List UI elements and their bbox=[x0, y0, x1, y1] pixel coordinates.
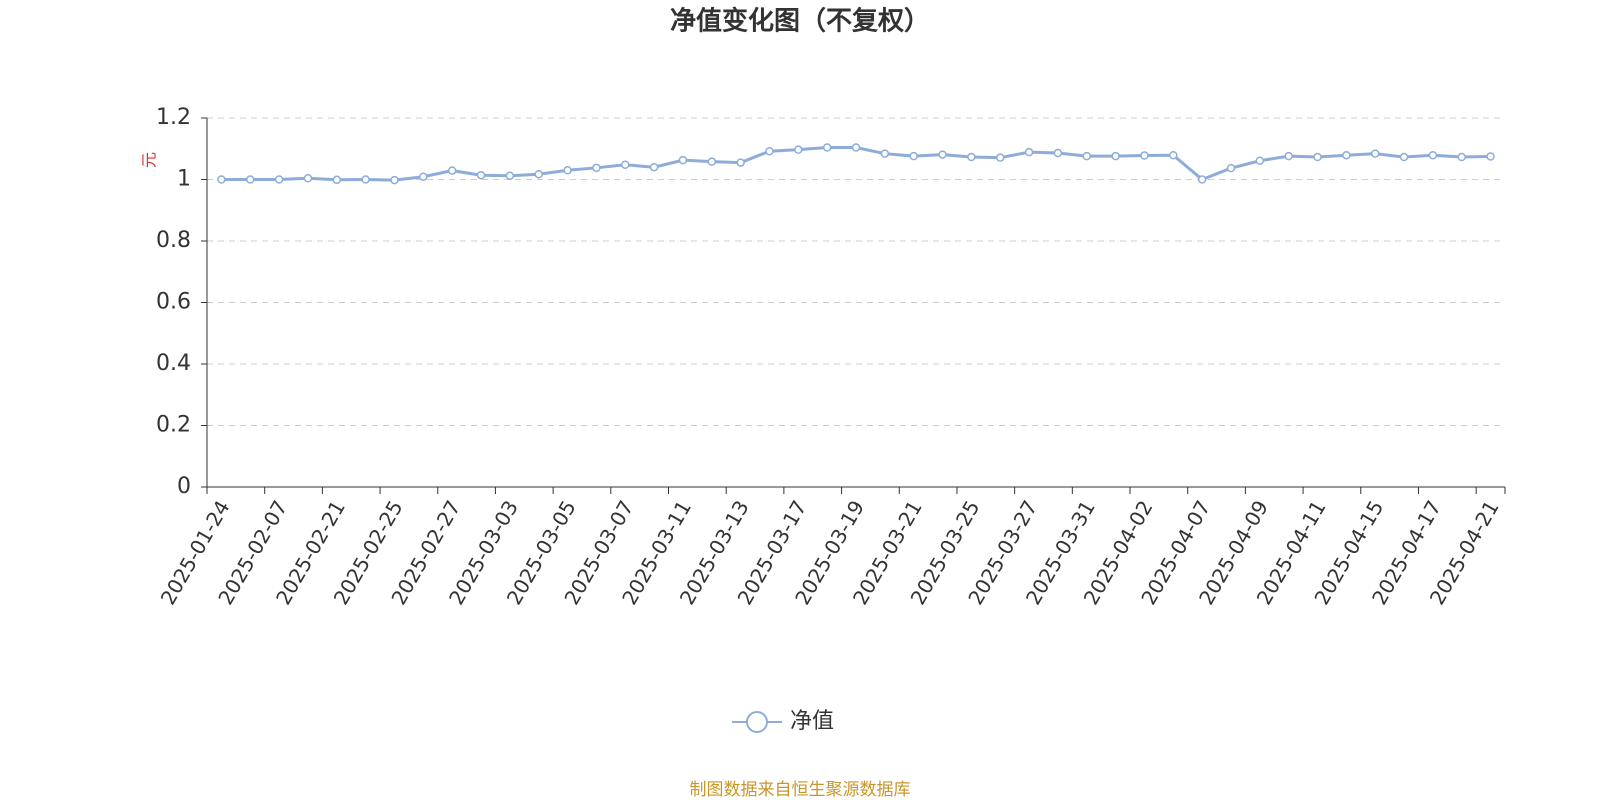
data-point bbox=[1082, 151, 1092, 161]
data-point bbox=[419, 172, 428, 181]
data-point bbox=[1399, 152, 1409, 162]
data-point bbox=[303, 174, 313, 183]
data-point bbox=[592, 163, 601, 173]
y-tick-label: 1.2 bbox=[156, 105, 191, 130]
data-point bbox=[217, 175, 226, 184]
data-point bbox=[851, 143, 861, 152]
data-point bbox=[1255, 156, 1265, 165]
y-tick-label: 0 bbox=[177, 474, 191, 499]
data-point bbox=[505, 171, 515, 181]
data-point bbox=[880, 149, 890, 158]
y-tick-label: 0.8 bbox=[156, 228, 191, 253]
data-point bbox=[736, 158, 745, 167]
data-point bbox=[938, 150, 947, 159]
data-point bbox=[822, 143, 832, 152]
data-point bbox=[1486, 152, 1495, 161]
data-point bbox=[1197, 175, 1207, 184]
series-line bbox=[221, 146, 1491, 182]
data-point bbox=[1313, 152, 1322, 162]
data-point bbox=[447, 166, 457, 175]
data-point bbox=[246, 175, 255, 184]
y-tick-label: 0.6 bbox=[156, 290, 191, 315]
legend-label: 净值 bbox=[790, 709, 834, 734]
legend-marker bbox=[746, 711, 768, 733]
data-point bbox=[649, 162, 659, 172]
data-point bbox=[1428, 150, 1438, 160]
y-tick-label: 0.4 bbox=[156, 351, 191, 376]
data-point bbox=[620, 160, 630, 169]
y-tick-label: 1 bbox=[177, 167, 191, 192]
data-point bbox=[678, 155, 688, 165]
data-point bbox=[1226, 163, 1236, 173]
data-point bbox=[1140, 151, 1149, 160]
data-point bbox=[1169, 150, 1178, 160]
data-point bbox=[967, 152, 976, 162]
data-point bbox=[563, 166, 572, 175]
y-tick-label: 0.2 bbox=[156, 413, 191, 438]
data-point bbox=[361, 175, 370, 184]
data-point bbox=[1342, 150, 1351, 160]
data-point bbox=[274, 175, 284, 184]
data-point bbox=[476, 170, 486, 180]
data-point bbox=[1457, 152, 1466, 162]
data-point bbox=[534, 170, 543, 179]
data-point bbox=[995, 153, 1005, 162]
data-point bbox=[765, 146, 774, 156]
source-note: 制图数据来自恒生聚源数据库 bbox=[690, 780, 911, 800]
data-point bbox=[1053, 148, 1063, 158]
data-point bbox=[1370, 149, 1380, 158]
data-point bbox=[332, 175, 342, 185]
y-axis-label: 元 bbox=[140, 152, 159, 168]
chart-title: 净值变化图（不复权） bbox=[670, 6, 930, 37]
data-point bbox=[1284, 151, 1293, 161]
data-point bbox=[794, 145, 803, 154]
data-point bbox=[1024, 147, 1034, 157]
data-point bbox=[390, 175, 399, 185]
data-point bbox=[1111, 151, 1120, 161]
data-point bbox=[909, 151, 918, 161]
data-point bbox=[707, 157, 717, 166]
